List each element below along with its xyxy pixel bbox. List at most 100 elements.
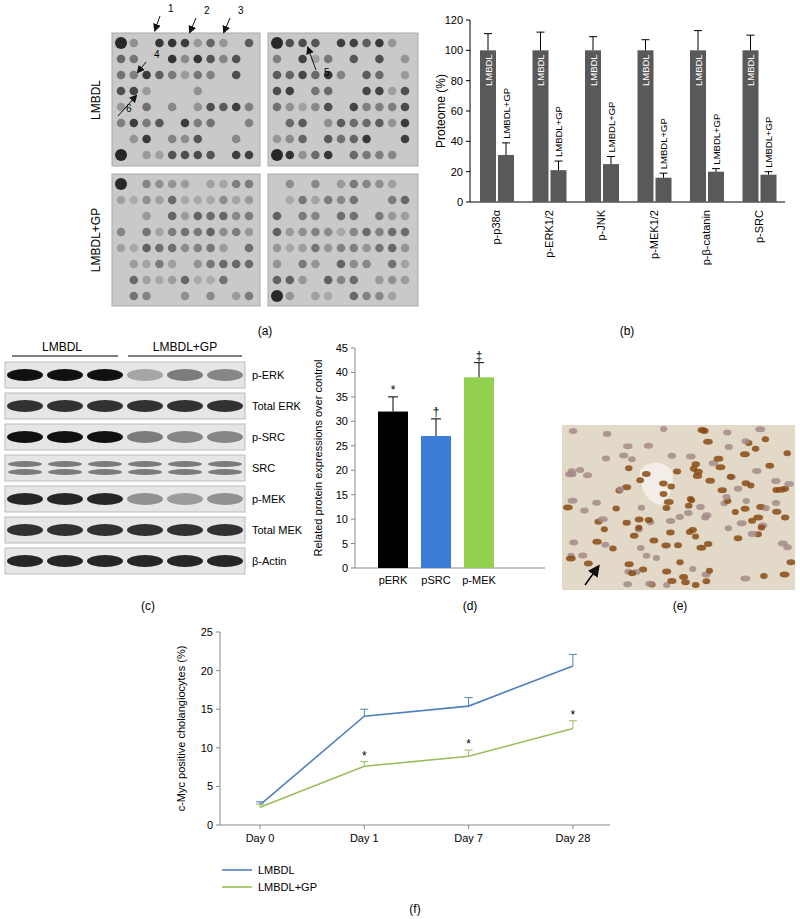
x-tick-label: Day 0 [246, 832, 275, 844]
nucleus [636, 477, 644, 483]
series-label: LMBDL [483, 54, 494, 86]
dot [232, 71, 241, 80]
dot [168, 135, 177, 144]
dot [375, 119, 384, 128]
nucleus [619, 453, 628, 459]
dot [324, 244, 333, 253]
error-bar [642, 40, 650, 51]
x-tick-label: pSRC [421, 574, 450, 586]
nucleus [578, 553, 587, 559]
nucleus [705, 478, 714, 484]
nucleus [568, 498, 578, 504]
dot [232, 151, 241, 160]
y-tick [216, 825, 220, 826]
dot [181, 244, 190, 253]
dot [194, 87, 203, 96]
dot [362, 103, 371, 112]
dot [375, 55, 384, 64]
y-tick [466, 141, 470, 142]
error-bar [712, 169, 720, 172]
nucleus [566, 556, 576, 562]
nucleus [602, 455, 610, 461]
nucleus [701, 515, 709, 521]
dot [286, 276, 295, 285]
error-bar [256, 804, 264, 807]
dot [337, 71, 346, 80]
nucleus [637, 545, 645, 551]
dot [206, 244, 215, 253]
band [207, 431, 243, 443]
dot [130, 135, 139, 144]
y-axis-label: Related protein expressions over control [312, 360, 324, 557]
dot [337, 39, 346, 48]
dot [194, 135, 203, 144]
dot [298, 196, 307, 205]
legend-label: LMBDL [258, 864, 295, 876]
dot [271, 149, 283, 161]
y-tick [466, 50, 470, 51]
dot [362, 244, 371, 253]
y-tick [351, 445, 355, 446]
nucleus [743, 498, 750, 504]
dot [286, 135, 295, 144]
band [8, 461, 42, 467]
dot [286, 196, 295, 205]
nucleus [660, 491, 668, 497]
dot [194, 244, 203, 253]
nucleus [737, 520, 747, 526]
x-tick-label: p-β-catanin [700, 210, 712, 265]
dot [181, 228, 190, 237]
dot [117, 244, 126, 253]
y-tick-label: 25 [201, 626, 213, 638]
series-label: LMBDL [693, 54, 704, 86]
dot [401, 212, 410, 221]
dot [311, 71, 320, 80]
row-label: p-SRC [252, 431, 285, 443]
dot [350, 180, 359, 189]
dot [401, 276, 410, 285]
dot [206, 228, 215, 237]
dot [181, 71, 190, 80]
dot [286, 87, 295, 96]
dot [142, 151, 151, 160]
nucleus [666, 530, 674, 536]
dot [324, 276, 333, 285]
dot [337, 196, 346, 205]
y-tick-label: 60 [451, 105, 463, 117]
nucleus [679, 574, 688, 580]
dot [388, 39, 397, 48]
dot [311, 260, 320, 269]
dot [115, 37, 127, 49]
error-bar [569, 721, 577, 729]
error-bar [537, 32, 545, 50]
dot [130, 292, 139, 301]
dot [219, 260, 228, 269]
lumen [640, 463, 673, 506]
row-label: Total ERK [252, 400, 302, 412]
dot [337, 180, 346, 189]
band [207, 524, 243, 536]
nucleus [664, 499, 674, 505]
dot [232, 103, 241, 112]
error-bar [589, 37, 597, 51]
nucleus [772, 500, 780, 506]
nucleus [598, 516, 608, 522]
dot [181, 39, 190, 48]
dot [388, 212, 397, 221]
dot [298, 151, 307, 160]
dot [194, 212, 203, 221]
dot [401, 71, 410, 80]
dot [298, 39, 307, 48]
dot [155, 276, 164, 285]
nucleus [663, 505, 671, 511]
panel-label: (f) [409, 902, 420, 916]
dot [245, 212, 254, 221]
dot [273, 276, 282, 285]
nucleus [752, 446, 760, 452]
y-tick [351, 543, 355, 544]
membrane [112, 33, 260, 166]
dot [286, 180, 295, 189]
dot [375, 276, 384, 285]
nucleus [569, 540, 578, 546]
dot [232, 228, 241, 237]
